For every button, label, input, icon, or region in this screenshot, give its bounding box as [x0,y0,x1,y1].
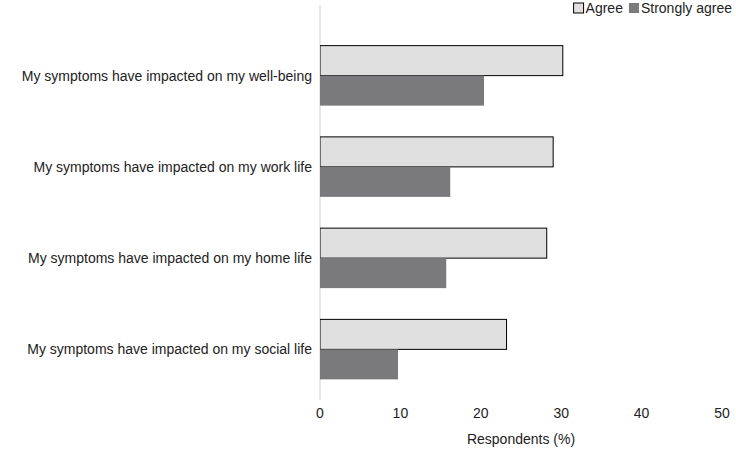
x-tick-label: 10 [393,405,409,421]
legend-label: Agree [586,0,624,16]
x-tick-label: 30 [553,405,569,421]
bars [320,46,563,380]
bar [320,349,398,379]
x-tick-label: 50 [714,405,730,421]
legend-swatch [629,3,639,13]
x-axis-label: Respondents (%) [467,431,575,447]
legend-swatch [574,3,584,13]
category-label: My symptoms have impacted on my home lif… [28,250,312,266]
bar [320,228,547,258]
category-label: My symptoms have impacted on my work lif… [33,159,312,175]
category-label: My symptoms have impacted on my well-bei… [22,68,312,84]
x-tick-label: 40 [634,405,650,421]
chart: 0 10 20 30 40 50 Respondents (%) My symptoms ha… [0,0,736,450]
legend-label: Strongly agree [641,0,732,16]
chart-container: 0 10 20 30 40 50 Respondents (%) My symptoms ha… [0,0,736,450]
x-tick-label: 0 [316,405,324,421]
bar [320,167,450,197]
bar [320,46,563,76]
bar [320,319,507,349]
bar [320,76,484,106]
x-tick-label: 20 [473,405,489,421]
category-label: My symptoms have impacted on my social l… [27,341,312,357]
legend: Strongly agree Agree [574,0,733,16]
bar [320,258,446,288]
bar [320,137,553,167]
